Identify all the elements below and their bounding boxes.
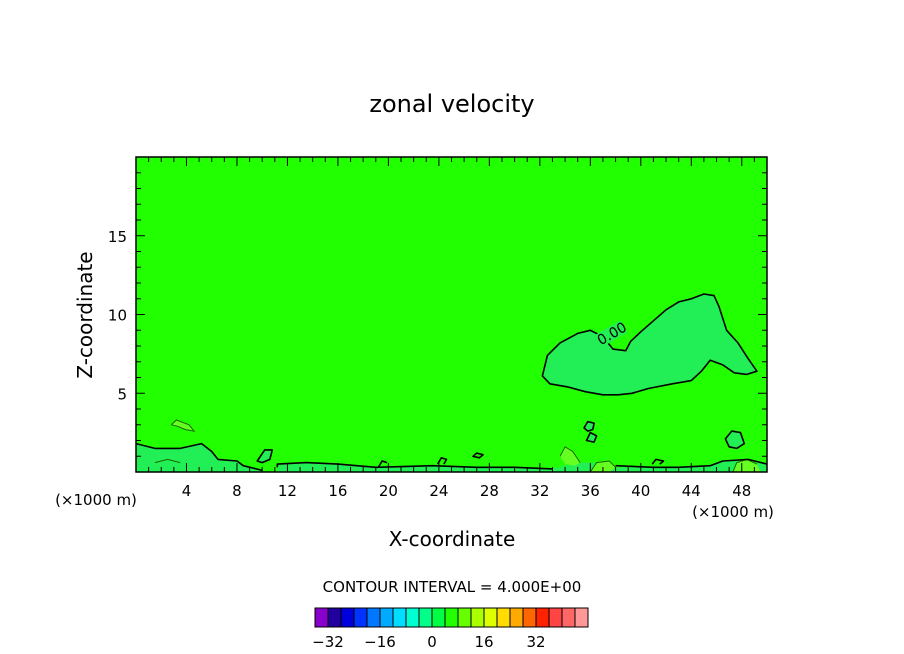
colorbar-swatch (574, 607, 589, 628)
filled-region-0 (542, 294, 757, 395)
contour-line-10 (651, 458, 665, 465)
colorbar-swatch (392, 607, 407, 628)
colorbar-tick-label: −32 (312, 633, 344, 651)
colorbar-swatch (431, 607, 446, 628)
colorbar-tick-label: −16 (364, 633, 396, 651)
x-tick-label: 12 (278, 482, 297, 500)
chart-title: zonal velocity (369, 90, 534, 118)
thin-contour-2 (589, 460, 616, 472)
colorbar-swatch (314, 607, 329, 628)
thin-contour-0 (170, 419, 196, 432)
contour-line-1 (136, 442, 263, 472)
colorbar-tick-label: 32 (526, 633, 545, 651)
x-tick-label: 44 (682, 482, 701, 500)
x-axis-unit-right: (×1000 m) (692, 503, 774, 521)
y-tick-label: 15 (108, 228, 127, 246)
plot-area: 0.00 (136, 157, 767, 472)
y-tick-label: 5 (117, 385, 127, 403)
y-tick-label: 10 (108, 307, 127, 325)
contour-line-2 (256, 449, 274, 464)
colorbar-swatch (353, 607, 368, 628)
colorbar-swatch (405, 607, 420, 628)
x-tick-label: 24 (429, 482, 448, 500)
contour-line-3 (724, 430, 746, 450)
colorbar-swatch (379, 607, 394, 628)
colorbar-swatch (535, 607, 550, 628)
x-tick-label: 40 (631, 482, 650, 500)
filled-region-9 (590, 461, 616, 472)
x-tick-label: 20 (379, 482, 398, 500)
x-tick-label: 8 (232, 482, 242, 500)
colorbar-swatch (418, 607, 433, 628)
colorbar: −32 −16 0 16 32 (312, 607, 589, 651)
colorbar-swatch (483, 607, 498, 628)
x-tick-label: 32 (530, 482, 549, 500)
colorbar-swatch (496, 607, 511, 628)
x-tick-label: 48 (732, 482, 751, 500)
thin-contour-4 (154, 458, 181, 464)
thin-contour-3 (732, 458, 758, 472)
colorbar-swatch (509, 607, 524, 628)
filled-region-6 (277, 459, 767, 472)
filled-region-7 (171, 420, 195, 432)
colorbar-tick-label: 16 (474, 633, 493, 651)
colorbar-swatch (444, 607, 459, 628)
colorbar-swatch (548, 607, 563, 628)
filled-region-10 (732, 459, 761, 472)
colorbar-swatch (522, 607, 537, 628)
colorbar-tick-label: 0 (427, 633, 437, 651)
filled-region-3 (725, 431, 745, 449)
x-tick-label: 28 (480, 482, 499, 500)
colorbar-swatch (340, 607, 355, 628)
contour-line-9 (472, 452, 484, 459)
x-tick-label: 4 (182, 482, 192, 500)
y-axis-title: Z-coordinate (73, 251, 97, 378)
filled-region-1 (136, 443, 263, 472)
x-axis-unit-left: (×1000 m) (55, 491, 137, 509)
x-axis-title: X-coordinate (389, 527, 516, 551)
contour-line-5 (585, 431, 598, 443)
colorbar-swatch (561, 607, 576, 628)
contour-line-11 (377, 460, 388, 468)
x-tick-label: 16 (328, 482, 347, 500)
thin-contour-1 (559, 446, 581, 463)
filled-region-8 (560, 446, 581, 466)
contour-line-0 (541, 293, 758, 396)
colorbar-swatch (470, 607, 485, 628)
colorbar-swatch (457, 607, 472, 628)
colorbar-swatch (366, 607, 381, 628)
contour-line-8 (436, 456, 448, 465)
colorbar-swatch (327, 607, 342, 628)
x-tick-label: 36 (581, 482, 600, 500)
contour-line-4 (583, 420, 595, 432)
contour-interval-text: CONTOUR INTERVAL = 4.000E+00 (323, 578, 582, 596)
